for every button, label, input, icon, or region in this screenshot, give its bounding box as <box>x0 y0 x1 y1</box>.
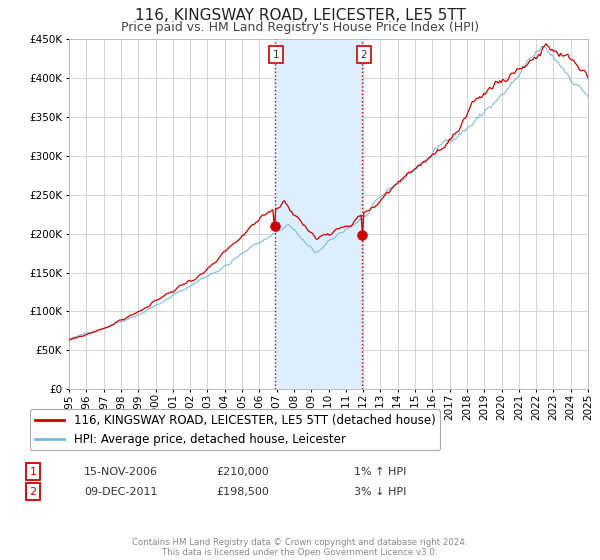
Text: £198,500: £198,500 <box>216 487 269 497</box>
Legend: 116, KINGSWAY ROAD, LEICESTER, LE5 5TT (detached house), HPI: Average price, det: 116, KINGSWAY ROAD, LEICESTER, LE5 5TT (… <box>30 409 440 450</box>
Text: 15-NOV-2006: 15-NOV-2006 <box>84 466 158 477</box>
Text: 2: 2 <box>29 487 37 497</box>
Text: Price paid vs. HM Land Registry's House Price Index (HPI): Price paid vs. HM Land Registry's House … <box>121 21 479 34</box>
Text: 09-DEC-2011: 09-DEC-2011 <box>84 487 157 497</box>
Text: Contains HM Land Registry data © Crown copyright and database right 2024.
This d: Contains HM Land Registry data © Crown c… <box>132 538 468 557</box>
Text: 1: 1 <box>29 466 37 477</box>
Text: 116, KINGSWAY ROAD, LEICESTER, LE5 5TT: 116, KINGSWAY ROAD, LEICESTER, LE5 5TT <box>134 8 466 24</box>
Text: 3% ↓ HPI: 3% ↓ HPI <box>354 487 406 497</box>
Text: £210,000: £210,000 <box>216 466 269 477</box>
Text: 1: 1 <box>273 50 280 60</box>
Text: 1% ↑ HPI: 1% ↑ HPI <box>354 466 406 477</box>
Bar <box>275 39 362 389</box>
Text: 2: 2 <box>361 50 367 60</box>
